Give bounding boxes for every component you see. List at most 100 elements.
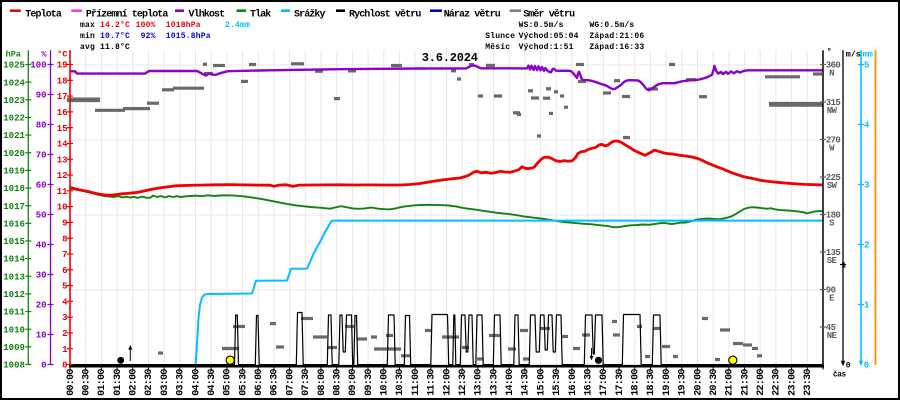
svg-text:1023: 1023 xyxy=(3,96,25,106)
svg-text:1021: 1021 xyxy=(3,131,25,141)
svg-text:70: 70 xyxy=(36,151,47,161)
svg-text:08:00: 08:00 xyxy=(317,369,328,396)
svg-text:1017: 1017 xyxy=(3,202,25,212)
svg-text:0: 0 xyxy=(62,361,67,371)
svg-text:°C: °C xyxy=(57,50,67,60)
svg-text:1015.8hPa: 1015.8hPa xyxy=(166,32,211,41)
svg-text:1011: 1011 xyxy=(3,308,25,318)
svg-text:Východ:05:04: Východ:05:04 xyxy=(519,32,579,41)
svg-text:16:00: 16:00 xyxy=(568,369,579,396)
svg-text:13:00: 13:00 xyxy=(474,369,485,396)
svg-text:Srážky: Srážky xyxy=(294,8,326,20)
svg-text:09:30: 09:30 xyxy=(364,369,375,396)
svg-text:90: 90 xyxy=(826,286,836,296)
svg-text:19:30: 19:30 xyxy=(678,369,689,396)
svg-text:Teplota: Teplota xyxy=(25,8,62,20)
svg-text:3: 3 xyxy=(864,181,869,191)
svg-text:135: 135 xyxy=(826,248,841,258)
svg-text:360: 360 xyxy=(826,61,841,71)
svg-text:11.8°C: 11.8°C xyxy=(100,43,130,52)
svg-text:0: 0 xyxy=(864,361,869,371)
svg-text:06:30: 06:30 xyxy=(270,369,281,396)
svg-text:14.2°C: 14.2°C xyxy=(100,21,130,30)
svg-text:NW: NW xyxy=(827,106,838,116)
svg-text:11:30: 11:30 xyxy=(427,369,438,396)
svg-text:17:00: 17:00 xyxy=(599,369,610,396)
svg-text:100: 100 xyxy=(30,61,46,71)
svg-text:SW: SW xyxy=(827,181,838,191)
svg-text:16:30: 16:30 xyxy=(583,369,594,396)
svg-text:40: 40 xyxy=(36,241,47,251)
svg-text:00:30: 00:30 xyxy=(81,369,92,396)
svg-text:1024: 1024 xyxy=(3,78,25,88)
svg-text:NE: NE xyxy=(827,331,838,341)
svg-text:1018hPa: 1018hPa xyxy=(166,21,201,30)
svg-text:mm: mm xyxy=(863,50,873,60)
svg-text:08:30: 08:30 xyxy=(332,369,343,396)
svg-text:1008: 1008 xyxy=(3,361,25,371)
svg-text:Měsíc: Měsíc xyxy=(485,43,510,52)
svg-text:14:00: 14:00 xyxy=(505,369,516,396)
svg-text:22:00: 22:00 xyxy=(756,369,767,396)
svg-text:11:00: 11:00 xyxy=(411,369,422,396)
svg-text:čas: čas xyxy=(833,371,847,379)
svg-text:E: E xyxy=(829,294,835,304)
svg-text:10.7°C: 10.7°C xyxy=(100,32,130,41)
svg-text:SE: SE xyxy=(827,256,838,266)
svg-text:23:30: 23:30 xyxy=(803,369,814,396)
svg-text:1009: 1009 xyxy=(3,343,25,353)
svg-text:11: 11 xyxy=(57,187,68,197)
svg-text:90: 90 xyxy=(36,91,47,101)
svg-text:10:00: 10:00 xyxy=(380,369,391,396)
svg-text:22:30: 22:30 xyxy=(772,369,783,396)
svg-text:60: 60 xyxy=(36,181,47,191)
svg-text:02:00: 02:00 xyxy=(129,369,140,396)
svg-text:92%: 92% xyxy=(141,32,156,41)
svg-text:9: 9 xyxy=(62,218,67,228)
svg-text:20:00: 20:00 xyxy=(693,369,704,396)
svg-text:01:30: 01:30 xyxy=(113,369,124,396)
svg-text:WG:0.5m/s: WG:0.5m/s xyxy=(589,21,634,30)
svg-text:02:30: 02:30 xyxy=(144,369,155,396)
svg-text:1016: 1016 xyxy=(3,219,25,229)
svg-text:19: 19 xyxy=(57,61,68,71)
svg-text:21:00: 21:00 xyxy=(725,369,736,396)
svg-text:Přízemní teplota: Přízemní teplota xyxy=(86,8,169,20)
svg-text:12: 12 xyxy=(57,171,68,181)
svg-text:1022: 1022 xyxy=(3,114,25,124)
svg-text:03:00: 03:00 xyxy=(160,369,171,396)
svg-text:min: min xyxy=(80,32,95,41)
svg-text:3.6.2024: 3.6.2024 xyxy=(422,51,478,65)
svg-text:6: 6 xyxy=(62,266,67,276)
svg-text:max: max xyxy=(80,21,95,30)
svg-text:Západ:21:06: Západ:21:06 xyxy=(589,32,644,41)
svg-text:15:00: 15:00 xyxy=(536,369,547,396)
svg-text:Západ:16:33: Západ:16:33 xyxy=(589,43,644,52)
svg-text:20: 20 xyxy=(36,301,47,311)
svg-text:5: 5 xyxy=(62,282,67,292)
svg-text:Vlhkost: Vlhkost xyxy=(189,8,226,20)
svg-text:1018: 1018 xyxy=(3,184,25,194)
svg-text:4: 4 xyxy=(62,297,68,307)
svg-text:1025: 1025 xyxy=(3,61,25,71)
svg-text:50: 50 xyxy=(36,211,47,221)
svg-text:03:30: 03:30 xyxy=(176,369,187,396)
svg-text:14:30: 14:30 xyxy=(521,369,532,396)
svg-text:315: 315 xyxy=(826,98,841,108)
svg-text:2: 2 xyxy=(864,241,869,251)
svg-text:18: 18 xyxy=(57,76,68,86)
svg-text:17: 17 xyxy=(57,92,68,102)
svg-text:1: 1 xyxy=(62,345,68,355)
svg-text:4: 4 xyxy=(864,121,870,131)
svg-text:5: 5 xyxy=(864,61,869,71)
svg-text:18:30: 18:30 xyxy=(646,369,657,396)
svg-text:Slunce: Slunce xyxy=(485,32,515,41)
svg-text:°: ° xyxy=(827,47,832,57)
svg-text:04:00: 04:00 xyxy=(191,369,202,396)
svg-text:Náraz větru: Náraz větru xyxy=(444,8,501,20)
svg-text:00:00: 00:00 xyxy=(66,369,77,396)
svg-text:1020: 1020 xyxy=(3,149,25,159)
svg-text:17:30: 17:30 xyxy=(615,369,626,396)
svg-text:2: 2 xyxy=(62,329,67,339)
svg-text:1013: 1013 xyxy=(3,272,25,282)
